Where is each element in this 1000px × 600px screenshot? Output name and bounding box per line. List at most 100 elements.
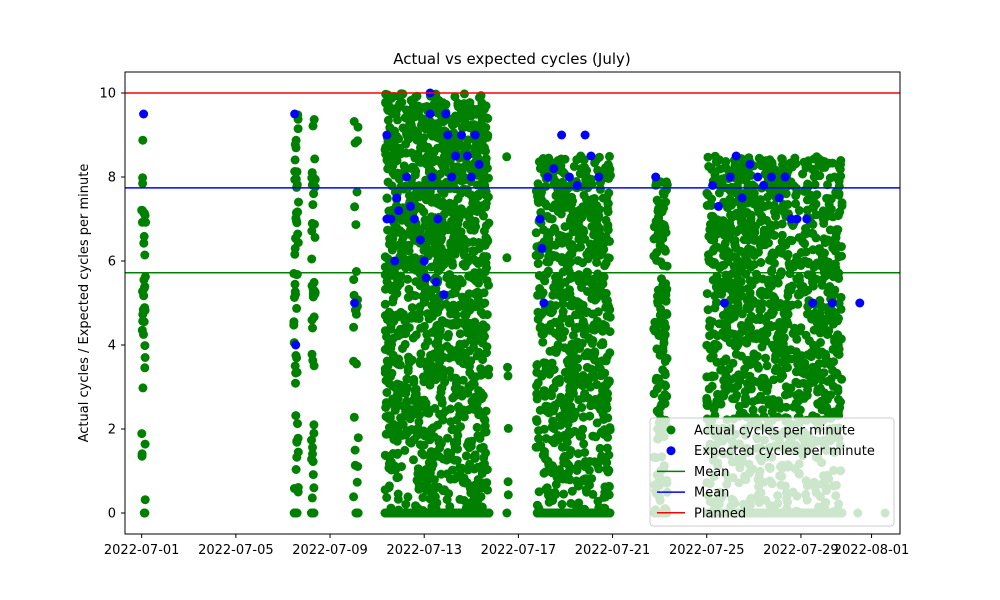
actual-point bbox=[796, 323, 806, 333]
actual-point bbox=[411, 504, 421, 514]
actual-point bbox=[831, 342, 841, 352]
actual-point bbox=[532, 394, 542, 404]
actual-point bbox=[574, 395, 584, 405]
actual-point bbox=[659, 338, 669, 348]
actual-point bbox=[558, 195, 567, 205]
actual-point bbox=[397, 462, 406, 472]
actual-point bbox=[772, 333, 782, 343]
actual-point bbox=[825, 173, 835, 183]
actual-point bbox=[768, 307, 778, 317]
actual-point bbox=[292, 303, 302, 313]
actual-point bbox=[439, 151, 449, 161]
actual-point bbox=[775, 403, 785, 413]
actual-point bbox=[602, 352, 612, 362]
actual-point bbox=[833, 225, 843, 235]
expected-point bbox=[792, 214, 802, 224]
actual-point bbox=[445, 344, 455, 354]
actual-point bbox=[460, 351, 470, 361]
actual-point bbox=[406, 120, 416, 130]
expected-point bbox=[543, 172, 553, 182]
actual-point bbox=[804, 257, 813, 267]
actual-point bbox=[794, 288, 804, 298]
actual-point bbox=[595, 184, 605, 194]
actual-point bbox=[595, 364, 605, 374]
actual-point bbox=[473, 192, 483, 201]
actual-point bbox=[770, 230, 779, 240]
actual-point bbox=[570, 508, 580, 518]
x-tick-label: 2022-08-01 bbox=[834, 543, 910, 558]
actual-point bbox=[816, 338, 825, 347]
actual-point bbox=[748, 405, 758, 415]
actual-point bbox=[592, 214, 602, 224]
actual-point bbox=[543, 407, 552, 417]
actual-point bbox=[385, 456, 395, 466]
expected-point bbox=[725, 172, 735, 182]
actual-point bbox=[555, 281, 565, 291]
actual-point bbox=[353, 508, 363, 518]
actual-point bbox=[811, 210, 821, 220]
actual-point bbox=[381, 376, 391, 386]
actual-point bbox=[828, 158, 838, 168]
actual-point bbox=[723, 250, 733, 260]
actual-point bbox=[411, 92, 420, 102]
expected-point bbox=[470, 130, 480, 140]
actual-point bbox=[757, 234, 767, 243]
actual-point bbox=[480, 241, 490, 250]
actual-point bbox=[309, 420, 319, 430]
actual-point bbox=[551, 479, 561, 489]
actual-point bbox=[481, 448, 491, 458]
actual-point bbox=[604, 490, 614, 500]
actual-point bbox=[595, 228, 604, 238]
actual-point bbox=[443, 331, 453, 341]
actual-point bbox=[421, 221, 431, 231]
actual-point bbox=[411, 330, 421, 340]
actual-point bbox=[290, 279, 300, 289]
actual-point bbox=[588, 325, 598, 334]
actual-point bbox=[436, 384, 446, 393]
actual-point bbox=[382, 493, 392, 502]
actual-point bbox=[478, 310, 488, 320]
expected-point bbox=[462, 151, 472, 161]
actual-point bbox=[565, 300, 575, 310]
actual-point bbox=[381, 89, 391, 99]
actual-point bbox=[400, 113, 410, 123]
actual-point bbox=[534, 198, 543, 207]
actual-point bbox=[837, 251, 846, 261]
actual-point bbox=[791, 199, 801, 209]
actual-point bbox=[416, 349, 426, 359]
actual-point bbox=[756, 258, 766, 267]
actual-point bbox=[820, 327, 830, 337]
actual-point bbox=[450, 288, 460, 298]
actual-point bbox=[781, 240, 791, 250]
actual-point bbox=[660, 246, 670, 256]
actual-point bbox=[465, 368, 475, 378]
plot-frame bbox=[124, 71, 901, 535]
actual-point bbox=[654, 206, 664, 216]
actual-point bbox=[598, 326, 608, 336]
actual-point bbox=[649, 234, 659, 244]
expected-point bbox=[855, 298, 865, 308]
actual-point bbox=[291, 378, 300, 388]
actual-point bbox=[470, 480, 480, 490]
actual-point bbox=[467, 206, 477, 216]
actual-point bbox=[410, 112, 420, 122]
actual-point bbox=[837, 374, 847, 384]
actual-point bbox=[823, 357, 833, 367]
actual-point bbox=[582, 165, 592, 175]
actual-point bbox=[819, 234, 829, 244]
actual-point bbox=[531, 228, 541, 238]
actual-point bbox=[836, 242, 846, 252]
actual-point bbox=[559, 489, 569, 499]
actual-point bbox=[307, 180, 317, 190]
actual-point bbox=[735, 408, 745, 418]
actual-point bbox=[392, 281, 402, 291]
actual-point bbox=[783, 291, 793, 301]
actual-point bbox=[140, 272, 150, 282]
actual-point bbox=[447, 257, 457, 267]
actual-point bbox=[820, 162, 830, 172]
y-tick-label: 10 bbox=[99, 87, 116, 102]
actual-point bbox=[761, 353, 770, 363]
actual-point bbox=[753, 361, 762, 371]
expected-point bbox=[753, 172, 763, 182]
actual-point bbox=[752, 269, 761, 279]
